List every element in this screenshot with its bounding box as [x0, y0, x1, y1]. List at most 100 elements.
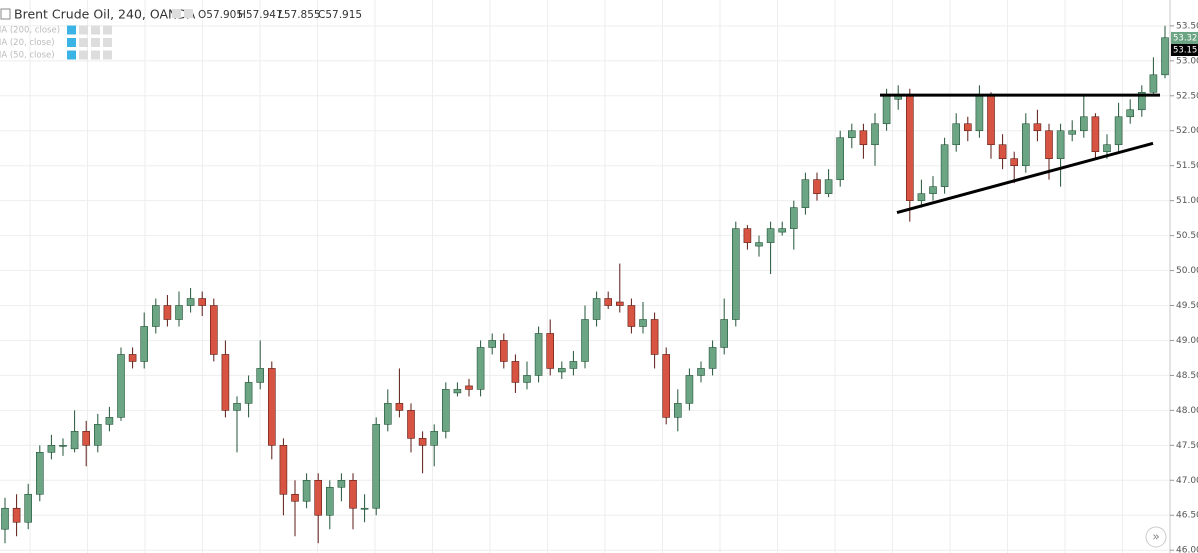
candle-body: [12, 507, 21, 523]
candle-body: [743, 228, 752, 243]
candle-body: [407, 410, 415, 439]
candle-body: [546, 333, 555, 369]
candle-body: [697, 368, 705, 376]
plot: [1, 25, 1169, 544]
y-tick-label: 48.500: [1176, 371, 1198, 381]
candle-body: [766, 228, 775, 243]
y-tick-label: 52.500: [1176, 91, 1198, 101]
y-tick-label: 49.000: [1176, 336, 1198, 346]
indicator-button[interactable]: [91, 25, 100, 35]
candle-body: [244, 382, 253, 404]
candle-body: [1010, 158, 1019, 166]
candle-body: [1033, 123, 1042, 132]
price-axis: 46.000 46.500 47.000 47.500 48.000 48.500 49.0…: [1170, 21, 1198, 553]
ohlc-value: C57.915: [318, 9, 362, 21]
candle-body: [1091, 116, 1100, 153]
candle-body: [755, 242, 763, 247]
indicator-toggle[interactable]: [67, 50, 76, 60]
candle-body: [627, 305, 636, 327]
candle-body: [720, 319, 729, 348]
candle-body: [337, 479, 346, 488]
indicator-button[interactable]: [79, 38, 88, 47]
icon[interactable]: [184, 9, 193, 18]
candle-body: [963, 123, 972, 132]
indicator-button[interactable]: [79, 50, 88, 60]
candle-body: [314, 479, 323, 516]
candle-body: [917, 193, 926, 201]
candle-body: [233, 403, 241, 411]
candle-body: [975, 95, 984, 132]
candle-body: [35, 452, 44, 495]
candle-body: [210, 305, 218, 355]
candle-body: [813, 179, 821, 194]
candle-body: [998, 144, 1007, 159]
indicator-button[interactable]: [91, 38, 100, 47]
candle-body: [372, 424, 381, 509]
candle-body: [349, 479, 357, 509]
ohlc-value: L57.855: [278, 9, 321, 21]
indicator-label: MA (50, close): [0, 51, 55, 61]
candle-body: [383, 403, 392, 425]
y-tick-label: 50.500: [1176, 231, 1198, 241]
candle-body: [441, 389, 450, 432]
y-tick-label: 52.000: [1176, 126, 1198, 136]
icon[interactable]: [172, 9, 181, 18]
y-tick-label: 50.000: [1176, 266, 1198, 276]
candle-body: [581, 319, 589, 362]
candle-body: [1103, 144, 1111, 153]
indicator-button[interactable]: [79, 25, 88, 35]
candle-body: [360, 507, 369, 510]
indicator-button[interactable]: [103, 25, 112, 35]
candle-body: [604, 298, 613, 306]
price-label: 53.327: [1173, 33, 1198, 43]
indicator-button[interactable]: [91, 50, 100, 60]
candle-body: [662, 354, 671, 418]
indicator-button[interactable]: [103, 38, 112, 47]
y-tick-label: 46.000: [1176, 546, 1198, 553]
scroll-icon[interactable]: »: [1152, 530, 1159, 544]
candle-body: [24, 493, 33, 523]
candle-body: [163, 305, 172, 320]
candle-body: [731, 228, 740, 320]
legend: Brent Crude Oil, 240, OANDA O57.905H57.9…: [0, 7, 362, 61]
candle-body: [418, 438, 427, 446]
candle-body: [859, 130, 868, 146]
y-tick-label: 51.500: [1176, 161, 1198, 171]
indicator-toggle[interactable]: [67, 25, 76, 35]
candle-body: [1056, 130, 1065, 159]
candle-body: [882, 95, 891, 125]
indicator-toggle[interactable]: [67, 38, 76, 47]
price-label: 53.155: [1173, 45, 1198, 55]
candle-body: [824, 179, 833, 194]
candle-body: [940, 144, 949, 187]
candle-body: [987, 95, 995, 146]
candle-body: [708, 347, 717, 369]
candle-body: [291, 493, 299, 502]
candle-body: [1021, 123, 1030, 166]
candle-body: [221, 354, 230, 411]
y-tick-label: 49.500: [1176, 301, 1198, 311]
candle-body: [615, 301, 624, 306]
collapse-icon[interactable]: [0, 8, 11, 20]
indicator-button[interactable]: [103, 50, 112, 60]
candle-body: [1045, 130, 1053, 159]
trendline: [896, 141, 1154, 214]
candle-body: [569, 361, 578, 369]
candle-body: [499, 340, 508, 362]
candle-body: [847, 130, 856, 139]
scroll-button[interactable]: »: [1145, 526, 1167, 548]
candle-body: [59, 445, 67, 447]
candle-body: [476, 347, 485, 390]
candle-body: [650, 319, 659, 355]
candle-body: [175, 305, 183, 320]
candle-body: [557, 368, 566, 373]
scroll-circle[interactable]: [1145, 526, 1167, 548]
candle-body: [94, 424, 102, 446]
candle-body: [325, 486, 334, 516]
candle-body: [1114, 116, 1123, 146]
candle-body: [186, 298, 195, 306]
candle-body: [836, 137, 845, 180]
y-tick-label: 53.500: [1176, 21, 1198, 31]
